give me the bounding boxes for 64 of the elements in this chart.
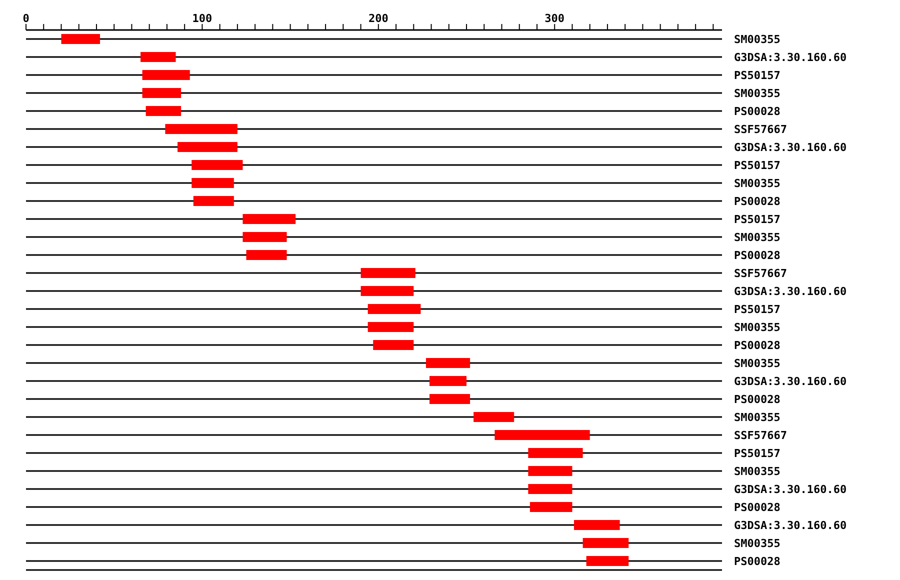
y-tick-label: SM00355 bbox=[734, 356, 780, 370]
y-tick-label: PS00028 bbox=[734, 104, 780, 118]
bar bbox=[574, 520, 620, 530]
y-tick-label: SM00355 bbox=[734, 230, 780, 244]
bar bbox=[586, 556, 629, 566]
y-tick-label: SSF57667 bbox=[734, 428, 787, 442]
bar bbox=[61, 34, 100, 44]
x-tick-label: 0 bbox=[22, 12, 30, 25]
bar bbox=[368, 304, 421, 314]
y-tick-label: PS00028 bbox=[734, 500, 780, 514]
y-tick-label: G3DSA:3.30.160.60 bbox=[734, 140, 847, 154]
bar bbox=[178, 142, 238, 152]
bar bbox=[494, 430, 590, 440]
bar bbox=[528, 466, 572, 476]
y-tick-label: SM00355 bbox=[734, 320, 780, 334]
y-tick-label: PS50157 bbox=[734, 158, 780, 172]
bar bbox=[360, 268, 416, 278]
bar bbox=[368, 322, 414, 332]
y-tick-label: PS50157 bbox=[734, 302, 780, 316]
y-tick-label: SM00355 bbox=[734, 464, 780, 478]
bar bbox=[530, 502, 572, 512]
y-tick-label: SM00355 bbox=[734, 410, 780, 424]
y-tick-label: G3DSA:3.30.160.60 bbox=[734, 374, 847, 388]
bar bbox=[242, 214, 296, 224]
y-tick-label: G3DSA:3.30.160.60 bbox=[734, 284, 847, 298]
y-tick-label: PS00028 bbox=[734, 194, 780, 208]
bar bbox=[242, 232, 287, 242]
bar bbox=[192, 160, 243, 170]
bar bbox=[193, 196, 234, 206]
bar bbox=[582, 538, 629, 548]
x-tick-label: 300 bbox=[544, 12, 565, 25]
y-tick-label: PS50157 bbox=[734, 446, 780, 460]
y-tick-label: SSF57667 bbox=[734, 122, 787, 136]
bar bbox=[140, 52, 176, 62]
y-tick-label: SM00355 bbox=[734, 536, 780, 550]
y-tick-label: PS00028 bbox=[734, 554, 780, 568]
y-tick-label: PS00028 bbox=[734, 338, 780, 352]
bar bbox=[360, 286, 414, 296]
y-tick-label: PS50157 bbox=[734, 68, 780, 82]
bar bbox=[430, 394, 470, 404]
bar bbox=[474, 412, 514, 422]
y-tick-label: PS50157 bbox=[734, 212, 780, 226]
x-tick-label: 100 bbox=[192, 12, 212, 25]
bar bbox=[246, 250, 287, 260]
bar bbox=[142, 70, 190, 80]
bar bbox=[528, 448, 583, 458]
bar bbox=[426, 358, 470, 368]
y-tick-label: SM00355 bbox=[734, 86, 780, 100]
x-tick-label: 200 bbox=[368, 12, 388, 25]
y-tick-label: SM00355 bbox=[734, 176, 780, 190]
bar bbox=[192, 178, 234, 188]
bar bbox=[373, 340, 414, 350]
y-tick-label: PS00028 bbox=[734, 248, 780, 262]
y-tick-label: SM00355 bbox=[734, 32, 780, 46]
y-tick-label: G3DSA:3.30.160.60 bbox=[734, 482, 847, 496]
bar bbox=[165, 124, 238, 134]
bar bbox=[528, 484, 572, 494]
y-tick-label: G3DSA:3.30.160.60 bbox=[734, 50, 847, 64]
bar bbox=[430, 376, 467, 386]
bar bbox=[142, 88, 182, 98]
y-tick-label: PS00028 bbox=[734, 392, 780, 406]
y-tick-label: SSF57667 bbox=[734, 266, 787, 280]
y-tick-label: G3DSA:3.30.160.60 bbox=[734, 518, 847, 532]
bar bbox=[146, 106, 182, 116]
